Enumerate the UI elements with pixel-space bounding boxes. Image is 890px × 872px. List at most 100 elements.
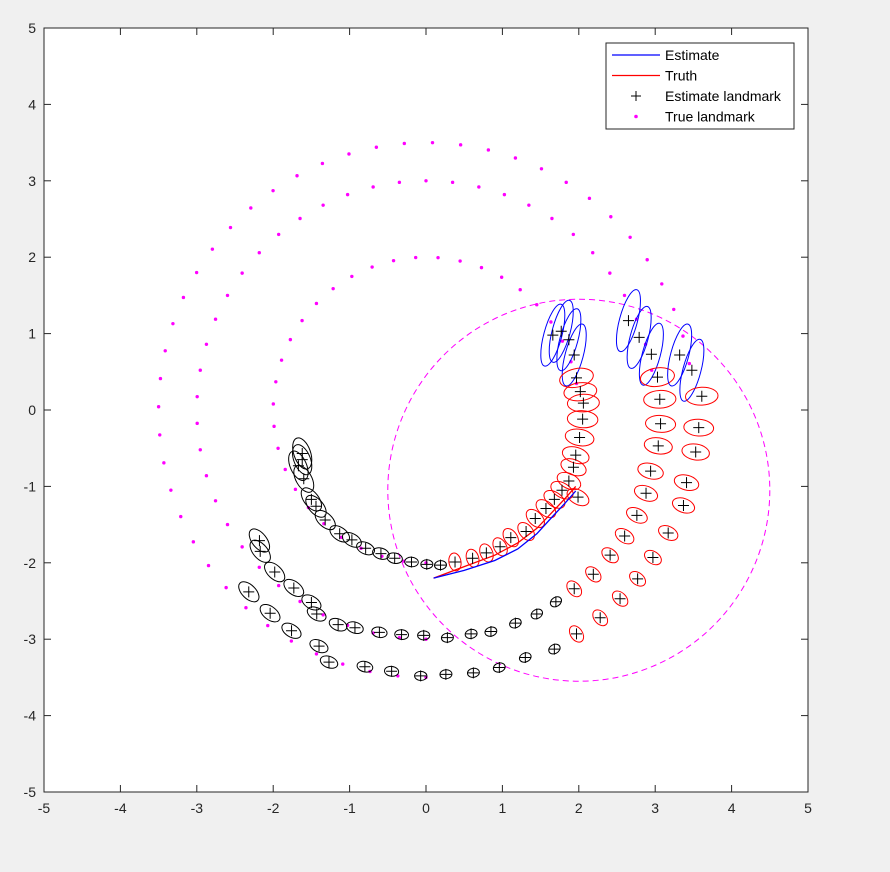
true-landmark-point bbox=[158, 376, 163, 381]
estimate-landmark-marker bbox=[563, 475, 575, 487]
estimate-landmark-marker bbox=[547, 329, 559, 341]
estimate-landmark-marker bbox=[651, 371, 663, 383]
estimate-landmark-marker bbox=[465, 628, 477, 640]
estimate-landmark-marker bbox=[577, 413, 589, 425]
estimate-landmarks bbox=[243, 315, 708, 682]
true-landmark-point bbox=[571, 232, 576, 237]
y-tick-label: -3 bbox=[24, 631, 37, 647]
true-landmark-point bbox=[436, 255, 440, 260]
estimate-landmark-marker bbox=[334, 528, 346, 540]
true-landmark-point bbox=[213, 499, 218, 503]
y-tick-label: -2 bbox=[24, 555, 37, 571]
covariance-ellipse bbox=[281, 622, 302, 639]
estimate-landmark-marker bbox=[313, 640, 325, 652]
x-tick-label: -3 bbox=[191, 800, 204, 816]
legend-label: True landmark bbox=[665, 109, 756, 125]
estimate-landmark-marker bbox=[292, 460, 304, 472]
estimate-landmark-marker bbox=[594, 612, 606, 624]
covariance-ellipse bbox=[464, 628, 478, 640]
true-landmark-point bbox=[194, 270, 199, 275]
y-tick-label: -1 bbox=[24, 478, 37, 494]
covariance-ellipse bbox=[601, 547, 619, 564]
covariance-ellipse bbox=[356, 541, 375, 556]
covariance-ellipse bbox=[644, 549, 662, 566]
true-landmark-point bbox=[206, 563, 211, 568]
true-landmark-point bbox=[272, 424, 276, 429]
sensor-range-circle bbox=[387, 298, 771, 682]
covariance-ellipse bbox=[568, 625, 585, 643]
estimate-landmark-marker bbox=[319, 514, 331, 526]
x-tick-label: -2 bbox=[267, 800, 280, 816]
estimate-landmark-marker bbox=[693, 422, 705, 434]
covariance-ellipse bbox=[502, 527, 520, 548]
estimate-landmark-marker bbox=[288, 582, 300, 594]
true-landmark-point bbox=[513, 156, 518, 160]
true-landmark-point bbox=[347, 152, 351, 156]
estimate-landmark-marker bbox=[681, 477, 693, 489]
true-landmark-point bbox=[486, 148, 491, 152]
true-landmark-point bbox=[477, 185, 481, 189]
estimate-landmark-marker bbox=[323, 656, 335, 668]
covariance-ellipse bbox=[566, 580, 583, 598]
y-tick-label: 5 bbox=[28, 20, 36, 36]
x-tick-label: 5 bbox=[804, 800, 812, 816]
covariance-ellipse bbox=[667, 323, 693, 387]
estimate-landmark-marker bbox=[587, 568, 599, 580]
estimate-landmark-marker bbox=[570, 449, 582, 461]
estimate-landmark-marker bbox=[296, 448, 308, 460]
estimate-landmark-marker bbox=[571, 372, 583, 384]
true-landmark-point bbox=[458, 143, 463, 147]
x-tick-label: -4 bbox=[114, 800, 127, 816]
true-landmark-point bbox=[430, 140, 435, 145]
covariance-ellipse bbox=[644, 414, 677, 433]
covariance-ellipse bbox=[548, 299, 574, 363]
estimate-landmark-marker bbox=[550, 596, 562, 608]
legend-plus-swatch bbox=[631, 91, 641, 101]
legend-box bbox=[605, 42, 795, 130]
true-landmark-point bbox=[257, 565, 261, 569]
estimate-landmark-marker bbox=[311, 608, 323, 620]
true-landmark-point bbox=[225, 293, 230, 298]
true-landmark-point bbox=[479, 265, 484, 270]
y-tick-label: 2 bbox=[28, 249, 36, 265]
estimate-landmark-marker bbox=[494, 541, 506, 553]
covariance-ellipse bbox=[530, 608, 544, 620]
legend-dot-swatch bbox=[634, 114, 638, 119]
x-tick-label: 4 bbox=[728, 800, 736, 816]
estimate-landmark-marker bbox=[531, 608, 543, 620]
estimate-landmark-marker bbox=[652, 440, 664, 452]
true-landmark-point bbox=[210, 247, 215, 251]
estimate-landmark-marker bbox=[571, 628, 583, 640]
estimate-landmark-marker bbox=[493, 661, 505, 673]
estimate-landmark-marker bbox=[622, 315, 634, 327]
x-tick-label: 1 bbox=[499, 800, 507, 816]
covariance-ellipse bbox=[556, 471, 582, 491]
covariance-ellipse bbox=[643, 389, 677, 409]
estimate-landmark-marker bbox=[604, 549, 616, 561]
true-landmark-point bbox=[298, 216, 302, 221]
estimate-landmark-marker bbox=[555, 325, 567, 337]
estimate-landmark-marker bbox=[386, 665, 398, 677]
estimate-landmark-marker bbox=[548, 493, 560, 505]
y-tick-label: -5 bbox=[24, 784, 37, 800]
estimate-landmark-marker bbox=[540, 503, 552, 515]
covariance-ellipse bbox=[681, 443, 710, 461]
covariance-ellipse bbox=[238, 581, 260, 603]
estimate-landmark-marker bbox=[467, 552, 479, 564]
x-tick-label: 3 bbox=[651, 800, 659, 816]
estimate-landmark-marker bbox=[389, 552, 401, 564]
true-landmark-point bbox=[276, 446, 280, 450]
covariance-ellipse bbox=[518, 652, 532, 663]
estimate-landmark-marker bbox=[677, 500, 689, 511]
true-landmark-point bbox=[374, 145, 379, 149]
estimate-landmark-marker bbox=[548, 643, 560, 655]
true-landmark-point bbox=[413, 255, 418, 260]
true-landmark-point bbox=[331, 286, 335, 291]
true-landmark-point bbox=[591, 251, 595, 255]
true-landmark-point bbox=[402, 141, 407, 146]
estimate-landmark-marker bbox=[415, 670, 427, 682]
true-landmark-point bbox=[169, 488, 173, 492]
y-tick-label: 0 bbox=[28, 402, 36, 418]
true-landmark-point bbox=[293, 487, 298, 492]
